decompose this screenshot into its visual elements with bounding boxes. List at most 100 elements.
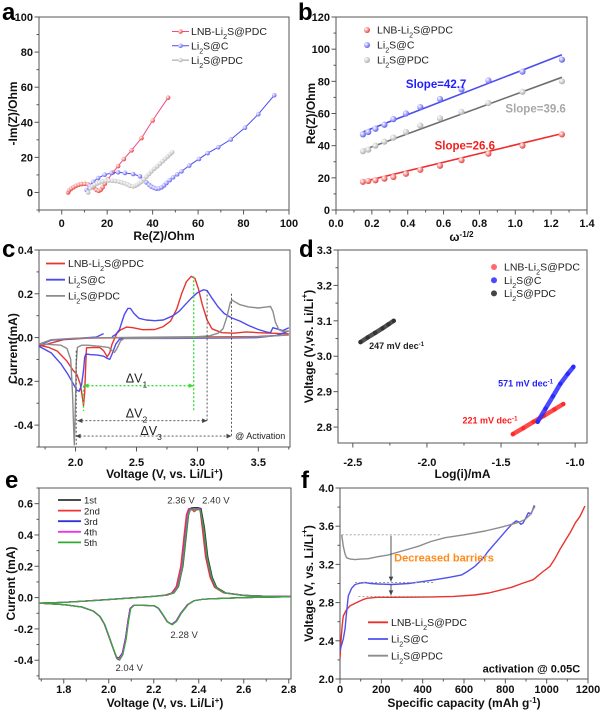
legend-item: Li2S@C	[172, 41, 229, 56]
data-point	[164, 180, 169, 186]
data-point	[196, 156, 202, 162]
legend-item: 4th	[58, 528, 97, 539]
annotation-tafel-label: 221 mV dec-1	[463, 415, 519, 426]
annotation-condition: activation @ 0.05C	[483, 663, 581, 675]
data-point	[531, 419, 536, 424]
x-tick-label: 1.4	[579, 218, 595, 230]
y-tick-label: 3.2	[319, 559, 334, 571]
plot-frame	[38, 16, 290, 211]
series-line	[341, 505, 536, 561]
data-point	[458, 157, 465, 164]
data-point	[113, 178, 118, 184]
plot-area	[358, 318, 576, 437]
data-point	[458, 108, 465, 115]
data-point	[359, 148, 366, 155]
x-axis-title: Re(Z)/Ohm	[133, 229, 194, 243]
annotation-delta-label: ΔV1	[126, 371, 148, 389]
series-li2s-pdc	[39, 299, 289, 446]
legend-marker	[491, 277, 497, 284]
arrowhead-icon	[226, 433, 232, 439]
data-point	[381, 138, 388, 145]
data-point	[550, 394, 556, 399]
y-tick-label: 2.4	[319, 636, 335, 648]
axes: 1.8 2.0 2.2 2.4 2.6 2.8 -0.4 -0.2 0.0 0.2 0.4 0.6 Vo…	[4, 487, 296, 710]
data-point	[150, 118, 155, 123]
plot-frame	[337, 249, 588, 444]
data-point	[558, 131, 566, 138]
legend-item: Li2S@C	[364, 40, 415, 55]
legend-marker	[364, 42, 370, 48]
data-point	[95, 175, 101, 181]
data-point	[386, 322, 391, 327]
legend-item: Li2S@C	[46, 274, 106, 289]
y-tick-label: 100	[312, 44, 330, 56]
data-point	[205, 150, 210, 156]
legend-item: LNB-Li2S@PDC	[172, 26, 267, 41]
plot-area	[340, 504, 586, 659]
y-tick-label: 2.9	[317, 387, 332, 399]
legend-label: Li2S@C	[504, 275, 542, 290]
plot-frame	[38, 249, 291, 448]
legend-item: 2nd	[58, 506, 100, 517]
x-tick-label: 0.6	[436, 218, 451, 230]
data-point	[519, 142, 526, 149]
series-li2s-pdc	[358, 318, 396, 345]
y-tick-label: 0.0	[18, 333, 33, 345]
y-axis-title: Voltage (V, vs. Li/Li+)	[300, 525, 316, 642]
x-tick-label: 800	[496, 684, 514, 696]
data-point	[365, 146, 372, 153]
data-point	[519, 88, 526, 95]
y-tick-label: 4.0	[319, 483, 334, 495]
x-tick-label: 2.0	[101, 684, 116, 696]
legend-label: Li2S@PDC	[191, 55, 243, 70]
data-point	[372, 330, 378, 336]
legend-label: Li2S@C	[68, 274, 106, 289]
data-point	[106, 178, 112, 183]
x-tick-label: -2.5	[343, 457, 362, 469]
x-tick-label: 1.0	[508, 218, 523, 230]
series-lnb-li2s-pdc	[359, 131, 566, 185]
x-tick-label: -1.5	[492, 457, 511, 469]
annotation-peak-label: 2.36 V	[167, 496, 195, 507]
data-point	[402, 128, 410, 136]
series-line	[67, 97, 169, 193]
data-point	[380, 326, 385, 331]
data-point	[519, 68, 526, 75]
legend-marker	[178, 43, 183, 49]
x-axis-title: Specific capacity (mAh g-1)	[387, 696, 540, 711]
data-point	[139, 135, 144, 141]
data-point	[115, 163, 121, 169]
legend-marker	[178, 29, 183, 34]
series-line	[340, 504, 535, 651]
data-point	[402, 170, 410, 177]
data-point	[129, 148, 134, 153]
legend-label: Li2S@PDC	[504, 288, 556, 303]
annotations: 2.36 V 2.40 V 2.28 V 2.04 V	[116, 496, 231, 674]
arrowhead-icon	[83, 383, 89, 388]
data-point	[510, 431, 516, 437]
series-1st	[39, 507, 291, 659]
data-point	[359, 131, 366, 138]
series-branch	[111, 289, 290, 338]
x-tick-label: 20	[101, 218, 113, 230]
x-tick-label: 600	[455, 684, 473, 696]
legend-label: 3rd	[84, 517, 98, 528]
series-branch	[39, 334, 289, 446]
data-point	[390, 173, 397, 181]
series-li2s-c	[340, 504, 535, 651]
x-tick-label: 1000	[534, 684, 558, 696]
y-axis-title: Current (mA)	[4, 546, 18, 620]
data-point	[485, 150, 492, 157]
legend-item: Li2S@C	[368, 634, 429, 649]
data-point	[391, 318, 396, 324]
data-point	[521, 425, 526, 431]
panel-letter: b	[298, 0, 313, 26]
data-point	[417, 166, 424, 173]
series-branch	[39, 509, 291, 604]
x-tick-label: 400	[413, 684, 431, 696]
data-point	[561, 401, 566, 407]
